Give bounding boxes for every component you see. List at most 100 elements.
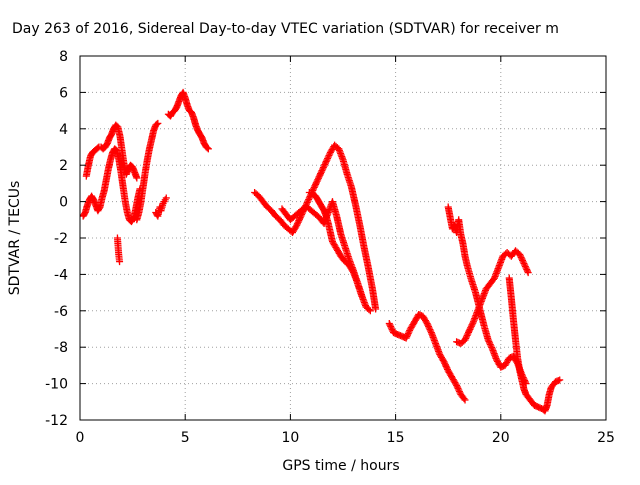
grid-layer <box>80 56 606 420</box>
x-tick-label: 20 <box>492 430 510 446</box>
data-point <box>319 165 327 173</box>
data-point <box>322 158 330 166</box>
data-point <box>133 174 141 182</box>
data-point <box>455 386 463 394</box>
data-point <box>425 324 433 332</box>
data-point <box>318 167 326 175</box>
y-tick-label: 6 <box>59 85 68 101</box>
data-point <box>519 256 527 264</box>
data-point <box>453 383 461 391</box>
y-tick-label: -4 <box>54 267 68 283</box>
data-point <box>516 250 524 258</box>
x-tick-label: 15 <box>387 430 405 446</box>
data-point <box>349 267 357 275</box>
y-axis-label: SDTVAR / TECUs <box>7 181 23 296</box>
data-point <box>403 333 411 341</box>
data-point <box>524 269 532 277</box>
data-point <box>325 151 333 159</box>
x-tick-label: 5 <box>181 430 190 446</box>
data-point <box>522 264 530 272</box>
data-point <box>486 339 494 347</box>
y-tick-label: -6 <box>54 304 68 320</box>
data-point <box>519 258 527 266</box>
x-axis-label: GPS time / hours <box>282 458 399 474</box>
data-point <box>453 381 461 389</box>
x-tick-label: 25 <box>597 430 615 446</box>
data-point <box>487 342 495 350</box>
data-point <box>441 359 449 367</box>
data-point <box>323 156 331 164</box>
data-point <box>486 340 494 348</box>
data-point <box>293 221 301 229</box>
data-point <box>204 145 212 153</box>
data-point <box>388 326 396 334</box>
data-point <box>517 253 525 261</box>
data-point <box>462 334 470 342</box>
data-point <box>305 195 313 203</box>
data-point <box>520 259 528 267</box>
chart-title: Day 263 of 2016, Sidereal Day-to-day VTE… <box>12 21 559 37</box>
data-point <box>484 336 492 344</box>
data-point <box>153 120 161 128</box>
data-point <box>521 261 529 269</box>
data-point <box>320 162 328 170</box>
data-point <box>454 384 462 392</box>
data-point <box>312 180 320 188</box>
marks-layer <box>79 88 564 415</box>
data-point <box>460 395 468 403</box>
data-point <box>440 358 448 366</box>
data-point <box>385 320 393 328</box>
data-point <box>296 214 304 222</box>
data-point <box>387 323 395 331</box>
data-point <box>426 326 434 334</box>
data-point <box>315 173 323 181</box>
data-point <box>387 324 395 332</box>
data-point <box>404 331 412 339</box>
data-point <box>443 364 451 372</box>
data-point <box>523 267 531 275</box>
y-tick-label: -8 <box>54 340 68 356</box>
data-point <box>293 220 301 228</box>
y-tick-label: -2 <box>54 231 68 247</box>
y-tick-label: 0 <box>59 195 68 211</box>
data-point <box>386 321 394 329</box>
data-point <box>465 328 473 336</box>
x-tick-label: 0 <box>76 430 85 446</box>
x-tick-label: 10 <box>281 430 299 446</box>
data-point <box>317 170 325 178</box>
data-point <box>203 144 211 152</box>
data-point <box>467 324 475 332</box>
data-point <box>402 334 410 342</box>
data-point <box>441 361 449 369</box>
data-point <box>317 168 325 176</box>
data-point <box>372 305 380 313</box>
data-point <box>294 218 302 226</box>
data-point <box>324 155 332 163</box>
data-point <box>312 179 320 187</box>
data-point <box>488 344 496 352</box>
y-tick-label: -12 <box>45 413 68 429</box>
data-point <box>485 337 493 345</box>
data-point <box>521 263 529 271</box>
data-point <box>296 215 304 223</box>
data-point <box>468 321 476 329</box>
data-point <box>424 321 432 329</box>
data-point <box>154 119 162 127</box>
data-point <box>311 182 319 190</box>
data-point <box>423 320 431 328</box>
data-point <box>303 200 311 208</box>
data-point <box>467 322 475 330</box>
data-point <box>455 387 463 395</box>
data-point <box>295 217 303 225</box>
data-point <box>319 164 327 172</box>
data-point <box>427 327 435 335</box>
y-tick-label: 8 <box>59 49 68 65</box>
data-point <box>518 255 526 263</box>
data-point <box>324 153 332 161</box>
data-point <box>316 171 324 179</box>
data-point <box>461 396 469 404</box>
data-point <box>461 336 469 344</box>
data-point <box>313 177 321 185</box>
